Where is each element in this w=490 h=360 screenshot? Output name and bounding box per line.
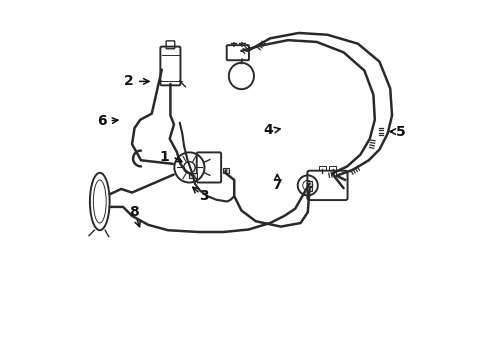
Text: 4: 4 <box>264 123 273 137</box>
Bar <box>307 181 313 186</box>
Text: 5: 5 <box>396 125 406 139</box>
Bar <box>223 168 229 173</box>
Bar <box>329 166 337 170</box>
Text: 6: 6 <box>97 114 106 128</box>
Text: 1: 1 <box>159 150 169 164</box>
Bar <box>189 173 197 178</box>
Text: 8: 8 <box>129 205 139 219</box>
Bar <box>318 166 326 170</box>
Text: 7: 7 <box>272 178 282 192</box>
Text: 3: 3 <box>199 189 209 203</box>
Text: 2: 2 <box>123 75 133 89</box>
Bar <box>307 186 313 191</box>
